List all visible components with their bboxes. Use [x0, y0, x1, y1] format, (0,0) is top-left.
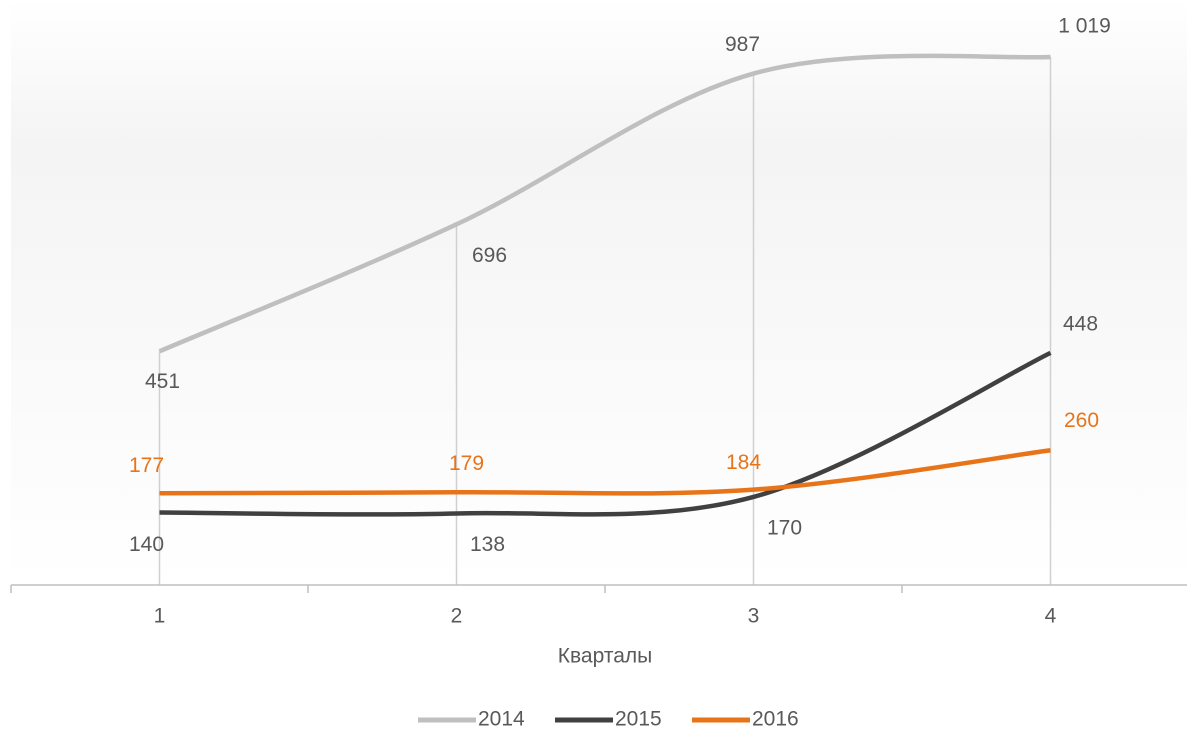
x-tick-label: 3	[748, 605, 760, 628]
legend-label: 2016	[752, 708, 799, 731]
legend-label: 2015	[615, 708, 662, 731]
data-label: 177	[129, 454, 164, 477]
data-label: 184	[726, 451, 761, 474]
data-label: 170	[767, 516, 802, 539]
data-label: 179	[449, 452, 484, 475]
x-tick-label: 1	[154, 605, 166, 628]
data-label: 448	[1063, 312, 1098, 335]
data-label: 1 019	[1058, 15, 1111, 38]
data-label: 451	[145, 370, 180, 393]
data-label: 138	[470, 533, 505, 556]
x-axis-label: Кварталы	[558, 645, 652, 668]
plot-area	[11, 0, 1187, 585]
line	[159, 350, 1052, 517]
data-label: 140	[129, 533, 164, 556]
x-tick-label: 2	[451, 605, 463, 628]
x-tick-label: 4	[1045, 605, 1057, 628]
data-label: 987	[725, 33, 760, 56]
line	[158, 53, 1051, 354]
legend-label: 2014	[478, 708, 525, 731]
data-label: 696	[472, 244, 507, 267]
line	[159, 448, 1051, 496]
data-label: 260	[1064, 409, 1099, 432]
